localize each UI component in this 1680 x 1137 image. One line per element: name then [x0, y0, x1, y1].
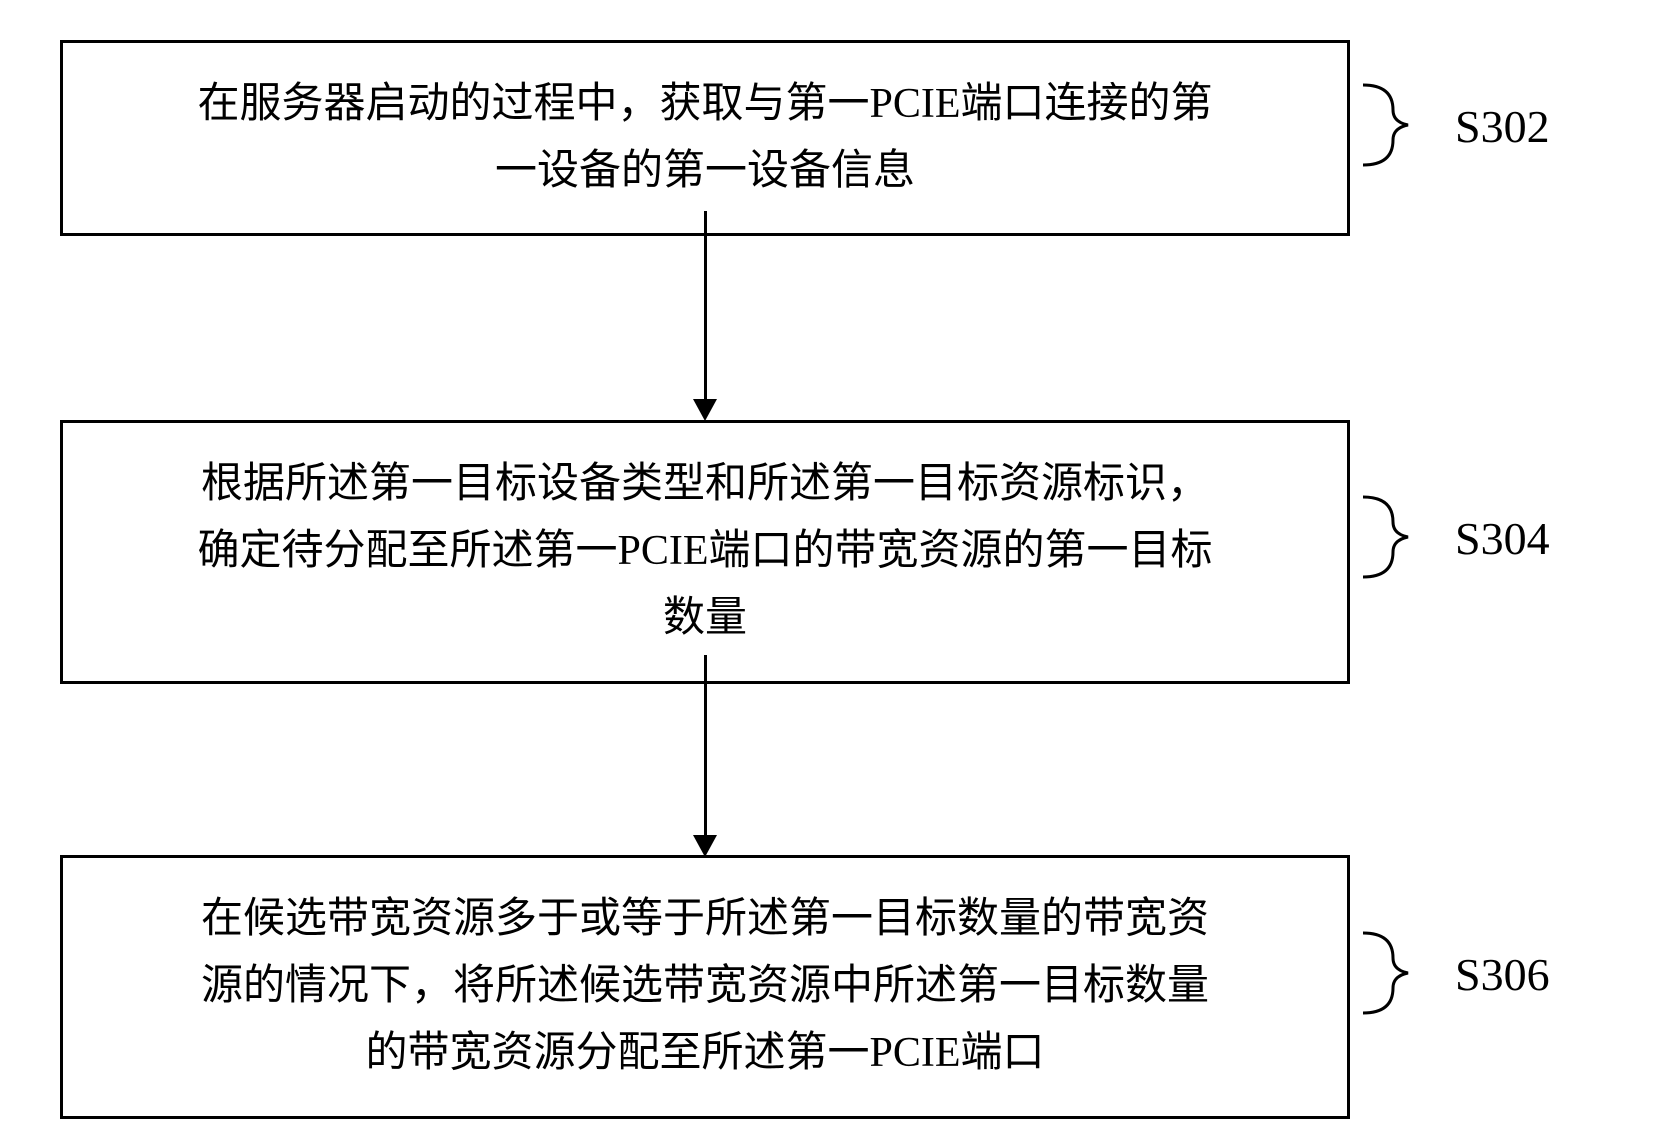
box3-line2: 源的情况下，将所述候选带宽资源中所述第一目标数量: [103, 953, 1307, 1020]
arrow-line-2: [704, 655, 707, 835]
brace-icon-3: [1358, 928, 1438, 1018]
arrow-head-1: [693, 399, 717, 421]
flowchart-box-3: 在候选带宽资源多于或等于所述第一目标数量的带宽资 源的情况下，将所述候选带宽资源…: [60, 855, 1350, 1119]
box2-line1: 根据所述第一目标设备类型和所述第一目标资源标识，: [103, 451, 1307, 518]
step-label-3: S306: [1455, 948, 1550, 1001]
flowchart-box-2: 根据所述第一目标设备类型和所述第一目标资源标识， 确定待分配至所述第一PCIE端…: [60, 420, 1350, 684]
box1-line1: 在服务器启动的过程中，获取与第一PCIE端口连接的第: [103, 71, 1307, 138]
brace-icon-2: [1358, 492, 1438, 582]
box1-line2: 一设备的第一设备信息: [103, 138, 1307, 205]
box2-line2: 确定待分配至所述第一PCIE端口的带宽资源的第一目标: [103, 518, 1307, 585]
flowchart-box-1: 在服务器启动的过程中，获取与第一PCIE端口连接的第 一设备的第一设备信息: [60, 40, 1350, 236]
step-label-2: S304: [1455, 512, 1550, 565]
brace-icon-1: [1358, 80, 1438, 170]
step-label-1: S302: [1455, 100, 1550, 153]
box2-line3: 数量: [103, 585, 1307, 652]
arrow-head-2: [693, 835, 717, 857]
box3-line3: 的带宽资源分配至所述第一PCIE端口: [103, 1020, 1307, 1087]
arrow-line-1: [704, 211, 707, 399]
box3-line1: 在候选带宽资源多于或等于所述第一目标数量的带宽资: [103, 886, 1307, 953]
